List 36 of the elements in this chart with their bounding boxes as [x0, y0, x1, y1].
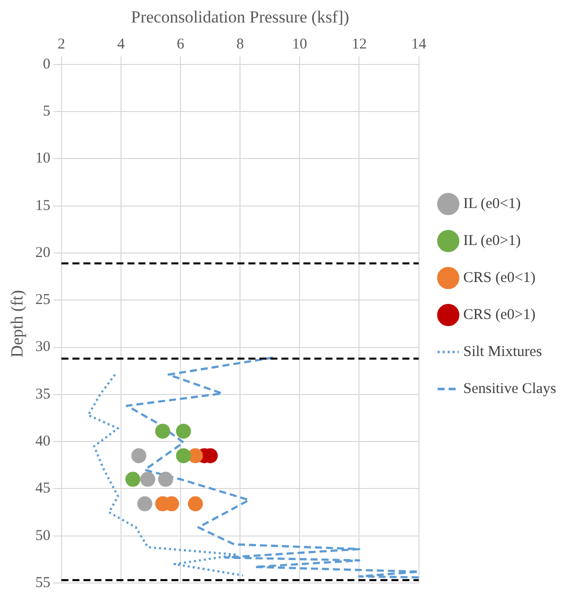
- y-tick-label: 45: [35, 480, 50, 497]
- y-tick-label: 15: [35, 198, 50, 214]
- point: [176, 448, 191, 464]
- point: [188, 496, 203, 512]
- y-tick-label: 40: [35, 434, 50, 450]
- x-tick-label: 8: [236, 36, 244, 52]
- x-tick-label: 10: [292, 36, 308, 52]
- y-tick-label: 10: [35, 150, 50, 167]
- x-tick-label: 6: [176, 36, 185, 52]
- point: [125, 472, 140, 487]
- legend-label: IL (e0>1): [463, 232, 521, 249]
- legend-label: IL (e0<1): [463, 196, 521, 212]
- point: [137, 496, 152, 512]
- legend-label: CRS (e0<1): [463, 270, 536, 286]
- legend-label: Silt Mixtures: [463, 344, 542, 360]
- y-tick-label: 5: [42, 103, 50, 120]
- y-tick-label: 55: [35, 574, 50, 591]
- point: [158, 472, 174, 487]
- y-axis-title: Depth (ft): [8, 290, 27, 358]
- x-tick-label: 14: [411, 36, 427, 52]
- x-tick-label: 12: [352, 36, 367, 52]
- legend-label: CRS (e0>1): [463, 306, 536, 323]
- point: [155, 424, 170, 439]
- y-tick-label: 50: [35, 528, 50, 544]
- y-tick-label: 0: [42, 56, 50, 72]
- point: [176, 424, 191, 439]
- y-tick-label: 35: [35, 386, 50, 402]
- x-axis-title: Preconsolidation Pressure (ksf]): [131, 8, 350, 27]
- y-tick-label: 30: [35, 339, 50, 356]
- y-tick-label: 25: [35, 292, 50, 308]
- x-tick-label: 2: [58, 36, 66, 52]
- y-tick-label: 20: [35, 244, 50, 261]
- legend-label: Sensitive Clays: [463, 380, 556, 397]
- x-tick-label: 4: [117, 36, 126, 52]
- point: [140, 472, 156, 487]
- point: [131, 448, 146, 464]
